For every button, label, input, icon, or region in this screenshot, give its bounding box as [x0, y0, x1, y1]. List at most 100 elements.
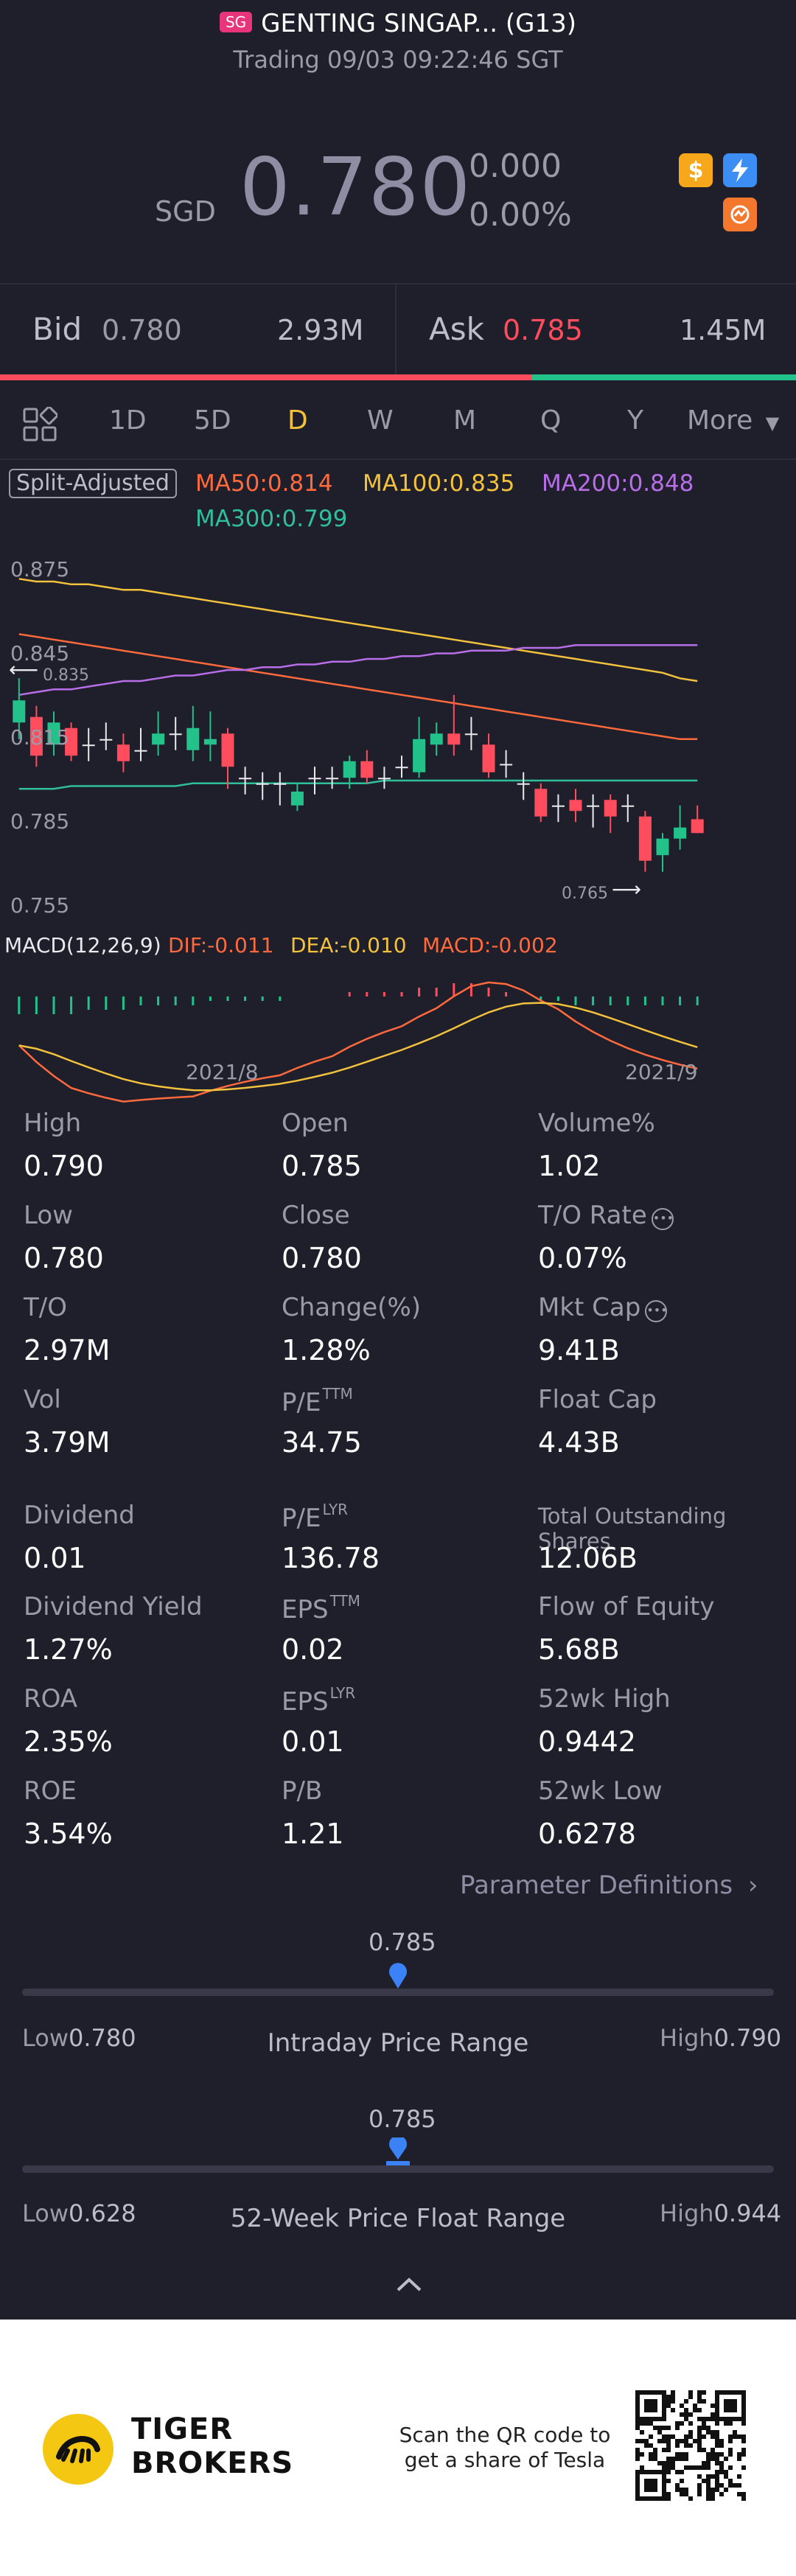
candle-body: [430, 733, 443, 745]
stat-label-low: Low: [24, 1201, 73, 1230]
intraday-low-value: 0.780: [69, 2024, 136, 2052]
candle: [29, 705, 43, 767]
chevron-right-icon: ›: [747, 1871, 758, 1900]
stat-value-dividend: 0.01: [24, 1542, 86, 1574]
week52-current: 0.785: [369, 2105, 436, 2133]
candle-body: [604, 800, 617, 817]
candle-body: [534, 789, 548, 817]
bid-ask-panel[interactable]: Bid 0.780 2.93M Ask 0.785 1.45M: [0, 283, 796, 380]
candle: [134, 727, 147, 761]
stat-value-total-shares: 12.06B: [538, 1542, 638, 1574]
stat-label-52wk-low: 52wk Low: [538, 1776, 663, 1806]
price-chart[interactable]: Split-Adjusted MA50:0.814 MA100:0.835 MA…: [0, 460, 796, 1109]
bid-price: 0.780: [102, 314, 182, 346]
ma100-label: MA100:0.835: [363, 470, 515, 497]
candle: [256, 772, 269, 800]
candle: [186, 705, 200, 761]
stat-label-52wk-high: 52wk High: [538, 1684, 671, 1714]
stat-label-change-pct: Change(%): [282, 1293, 422, 1322]
candle: [430, 722, 443, 756]
intraday-track: [22, 1989, 774, 1996]
tab-y[interactable]: Y: [627, 405, 643, 436]
low-arrow-icon: ⟶: [612, 877, 642, 901]
dif-line: [18, 981, 698, 1103]
stat-label-volume-pct: Volume%: [538, 1109, 655, 1138]
grid-layout-icon[interactable]: [22, 405, 59, 445]
tab-more[interactable]: More ▼: [687, 405, 779, 436]
candle: [290, 783, 304, 811]
tab-5d[interactable]: 5D: [194, 405, 231, 436]
tab-1d[interactable]: 1D: [109, 405, 147, 436]
tab-w[interactable]: W: [367, 405, 394, 436]
brand-line-1: TIGER: [131, 2412, 234, 2446]
candle-body: [343, 761, 356, 778]
eps-ttm-sup: TTM: [329, 1592, 360, 1610]
tab-m[interactable]: M: [453, 405, 477, 436]
stat-value-flow-equity: 5.68B: [538, 1633, 620, 1666]
candle-body: [65, 727, 78, 756]
to-rate-text: T/O Rate: [538, 1201, 647, 1230]
intraday-high-label: High: [660, 2024, 714, 2052]
candle-body: [551, 805, 565, 807]
more-info-icon[interactable]: •••: [651, 1208, 674, 1230]
candle-body: [674, 827, 687, 839]
candle: [517, 772, 530, 800]
split-adjusted-toggle[interactable]: Split-Adjusted: [9, 469, 177, 498]
stat-label-mkt-cap[interactable]: Mkt Cap •••: [538, 1293, 668, 1322]
stat-value-roa: 2.35%: [24, 1725, 113, 1758]
market-badge: SG: [219, 12, 253, 32]
candle-body: [569, 800, 582, 811]
stat-label-open: Open: [282, 1109, 349, 1138]
y-tick-1: 0.845: [10, 641, 70, 666]
stat-value-52wk-high: 0.9442: [538, 1725, 636, 1758]
y-tick-2: 0.815: [10, 725, 70, 750]
stock-connect-icon[interactable]: [723, 198, 757, 231]
qr-scan-text: Scan the QR code to get a share of Tesla: [399, 2423, 611, 2472]
collapse-chevron-up-icon[interactable]: [395, 2270, 423, 2300]
stat-label-pe-ttm: P/E TTM: [282, 1385, 353, 1417]
candle-body: [239, 778, 252, 780]
more-info-icon[interactable]: •••: [645, 1300, 668, 1322]
stat-value-vol: 3.79M: [24, 1426, 111, 1459]
stat-value-dividend-yield: 1.27%: [24, 1633, 113, 1666]
candlestick-plot[interactable]: [0, 460, 796, 1109]
stock-title[interactable]: SG GENTING SINGAP... (G13): [0, 9, 796, 38]
candle-body: [377, 778, 391, 780]
stat-value-low: 0.780: [24, 1242, 104, 1274]
ma100-line: [18, 578, 698, 683]
bid-label: Bid: [32, 311, 83, 347]
stat-label-to-rate[interactable]: T/O Rate •••: [538, 1201, 674, 1230]
intraday-high: High0.790: [660, 2024, 781, 2052]
stat-label-to: T/O: [24, 1293, 67, 1322]
week52-track: [22, 2165, 774, 2173]
lightning-icon[interactable]: [723, 153, 757, 187]
stat-value-volume-pct: 1.02: [538, 1150, 601, 1182]
candle-body: [256, 783, 269, 785]
stat-value-open: 0.785: [282, 1150, 362, 1182]
candle-body: [638, 816, 652, 861]
candle: [551, 794, 565, 823]
dollar-icon[interactable]: $: [679, 153, 713, 187]
candle: [395, 755, 408, 778]
candle: [500, 750, 513, 778]
candle-body: [47, 722, 60, 745]
price-change: 0.000: [469, 147, 562, 185]
tab-d[interactable]: D: [287, 405, 308, 436]
dea-line: [18, 1002, 698, 1092]
candle-body: [691, 819, 704, 834]
candle: [413, 716, 426, 778]
intraday-current: 0.785: [369, 1928, 436, 1956]
candle: [273, 772, 287, 806]
stat-value-close: 0.780: [282, 1242, 362, 1274]
high-arrow-icon: ⟵: [9, 657, 39, 682]
week52-low: Low0.628: [22, 2199, 136, 2227]
tab-q[interactable]: Q: [540, 405, 562, 436]
candle-body: [587, 805, 600, 807]
candle: [343, 755, 356, 789]
parameter-definitions-link[interactable]: Parameter Definitions ›: [460, 1871, 758, 1900]
candle-body: [464, 733, 478, 736]
tab-more-label: More: [687, 405, 753, 436]
candle: [82, 727, 95, 761]
stat-label-pe-lyr: P/E LYR: [282, 1501, 348, 1533]
macd-dif: DIF:-0.011: [168, 933, 274, 957]
